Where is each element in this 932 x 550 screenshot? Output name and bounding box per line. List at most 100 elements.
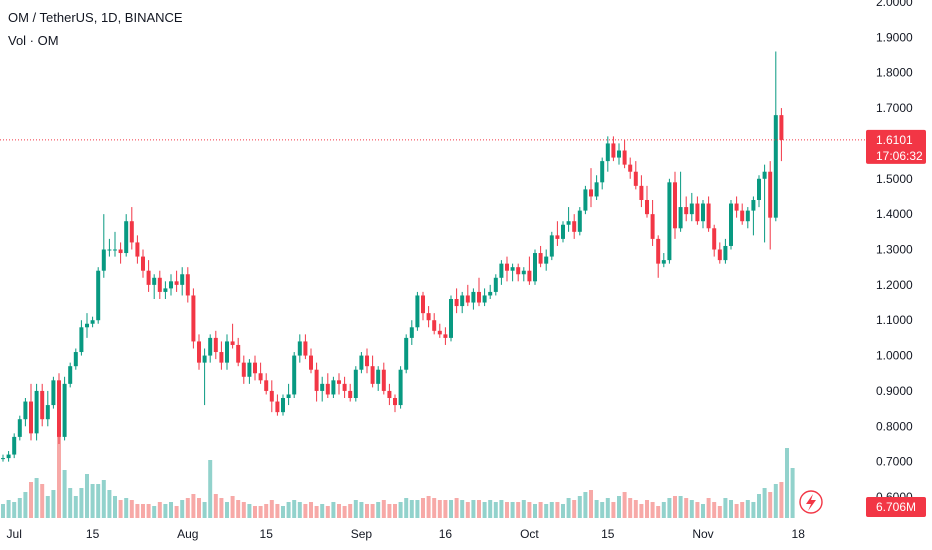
candle-body: [762, 171, 767, 179]
volume-bar: [359, 502, 364, 518]
volume-bar: [342, 506, 347, 518]
volume-bar: [589, 490, 593, 518]
time-tick-label: 16: [439, 527, 453, 541]
time-tick-label: 15: [260, 527, 274, 541]
volume-bar: [320, 504, 325, 518]
volume-bar: [549, 502, 554, 518]
candles: [1, 51, 784, 462]
candle-body: [577, 210, 582, 232]
candle-body: [51, 380, 56, 406]
volume-bar: [180, 500, 185, 518]
candle-body: [471, 291, 476, 303]
candle-body: [101, 249, 106, 271]
candle-body: [661, 260, 666, 264]
volume-bar: [169, 502, 173, 518]
volume-bar: [163, 504, 168, 518]
volume-bar: [617, 496, 621, 518]
candle-body: [292, 355, 297, 395]
candle-body: [297, 341, 302, 356]
candle-body: [499, 263, 504, 278]
volume-bar: [29, 482, 33, 518]
volume-bar: [191, 494, 196, 518]
price-badge-price: 1.6101: [876, 133, 913, 147]
volume-bar: [62, 470, 67, 518]
time-tick-label: 15: [86, 527, 100, 541]
volume-bar: [365, 504, 369, 518]
candle-body: [303, 341, 308, 356]
candle-body: [404, 337, 409, 370]
candle-body: [247, 362, 252, 377]
candle-body: [667, 182, 672, 261]
price-tick-label: 1.4000: [876, 207, 913, 221]
volume-bar: [101, 480, 106, 518]
candle-body: [415, 295, 420, 328]
volume-badge-value: 6.706M: [876, 500, 916, 514]
volume-bar: [527, 502, 532, 518]
volume-bar: [673, 496, 677, 518]
candle-body: [544, 256, 549, 264]
volume-bar: [432, 498, 437, 518]
volume-bar: [17, 498, 22, 518]
volume-bar: [174, 506, 179, 518]
candle-body: [622, 150, 627, 165]
candle-body: [34, 390, 39, 434]
candle-body: [174, 281, 179, 285]
volume-bar: [650, 502, 655, 518]
volume-bar: [488, 500, 493, 518]
candle-body: [90, 320, 95, 324]
volume-bar: [443, 500, 448, 518]
candle-body: [79, 327, 84, 353]
volume-bar: [656, 506, 661, 518]
candle-body: [757, 178, 761, 200]
candle-body: [605, 143, 610, 162]
volume-bar: [213, 494, 218, 518]
candle-body: [230, 341, 235, 345]
candle-body: [460, 295, 465, 307]
volume-bar: [594, 500, 599, 518]
candle-body: [169, 281, 173, 289]
candle-body: [712, 228, 717, 250]
candle-body: [381, 369, 386, 391]
candle-body: [253, 362, 257, 374]
candle-body: [208, 337, 213, 356]
candle-body: [628, 164, 633, 172]
volume-bar: [292, 500, 297, 518]
volume-bar: [146, 504, 151, 518]
candle-body: [701, 203, 705, 222]
volume-bar: [253, 506, 257, 518]
volume-bar: [6, 500, 11, 518]
time-axis[interactable]: Jul 15 Aug 15 Sep 16 Oct 15 Nov 18: [7, 527, 806, 541]
volume-bar: [314, 506, 319, 518]
candle-body: [62, 383, 67, 437]
volume-bar: [247, 504, 252, 518]
volume-bar: [734, 504, 739, 518]
candle-body: [57, 380, 61, 437]
volume-bar: [141, 504, 145, 518]
volume-bar: [23, 492, 28, 518]
time-tick-label: 18: [792, 527, 806, 541]
candle-body: [488, 291, 493, 296]
volume-bar: [241, 502, 246, 518]
candle-body: [129, 221, 134, 243]
volume-bar: [129, 500, 134, 518]
volume-bar: [689, 500, 694, 518]
volume-bar: [34, 478, 39, 518]
volume-badge-background: [866, 497, 926, 517]
volume-bar: [387, 504, 392, 518]
volume-bar: [264, 504, 269, 518]
candle-body: [650, 214, 655, 239]
volume-bar: [152, 506, 157, 518]
candle-body: [320, 383, 325, 391]
candle-body: [157, 277, 162, 292]
lightning-icon[interactable]: [799, 490, 823, 514]
time-tick-label: Aug: [177, 527, 198, 541]
volume-bar: [437, 500, 442, 518]
price-axis[interactable]: 0.60000.70000.80000.90001.00001.10001.20…: [876, 0, 913, 504]
candle-body: [611, 143, 616, 158]
volume-bar: [197, 498, 201, 518]
volume-bar: [521, 500, 526, 518]
candle-body: [409, 327, 414, 338]
volume-bar: [73, 496, 78, 518]
candle-body: [286, 394, 291, 398]
